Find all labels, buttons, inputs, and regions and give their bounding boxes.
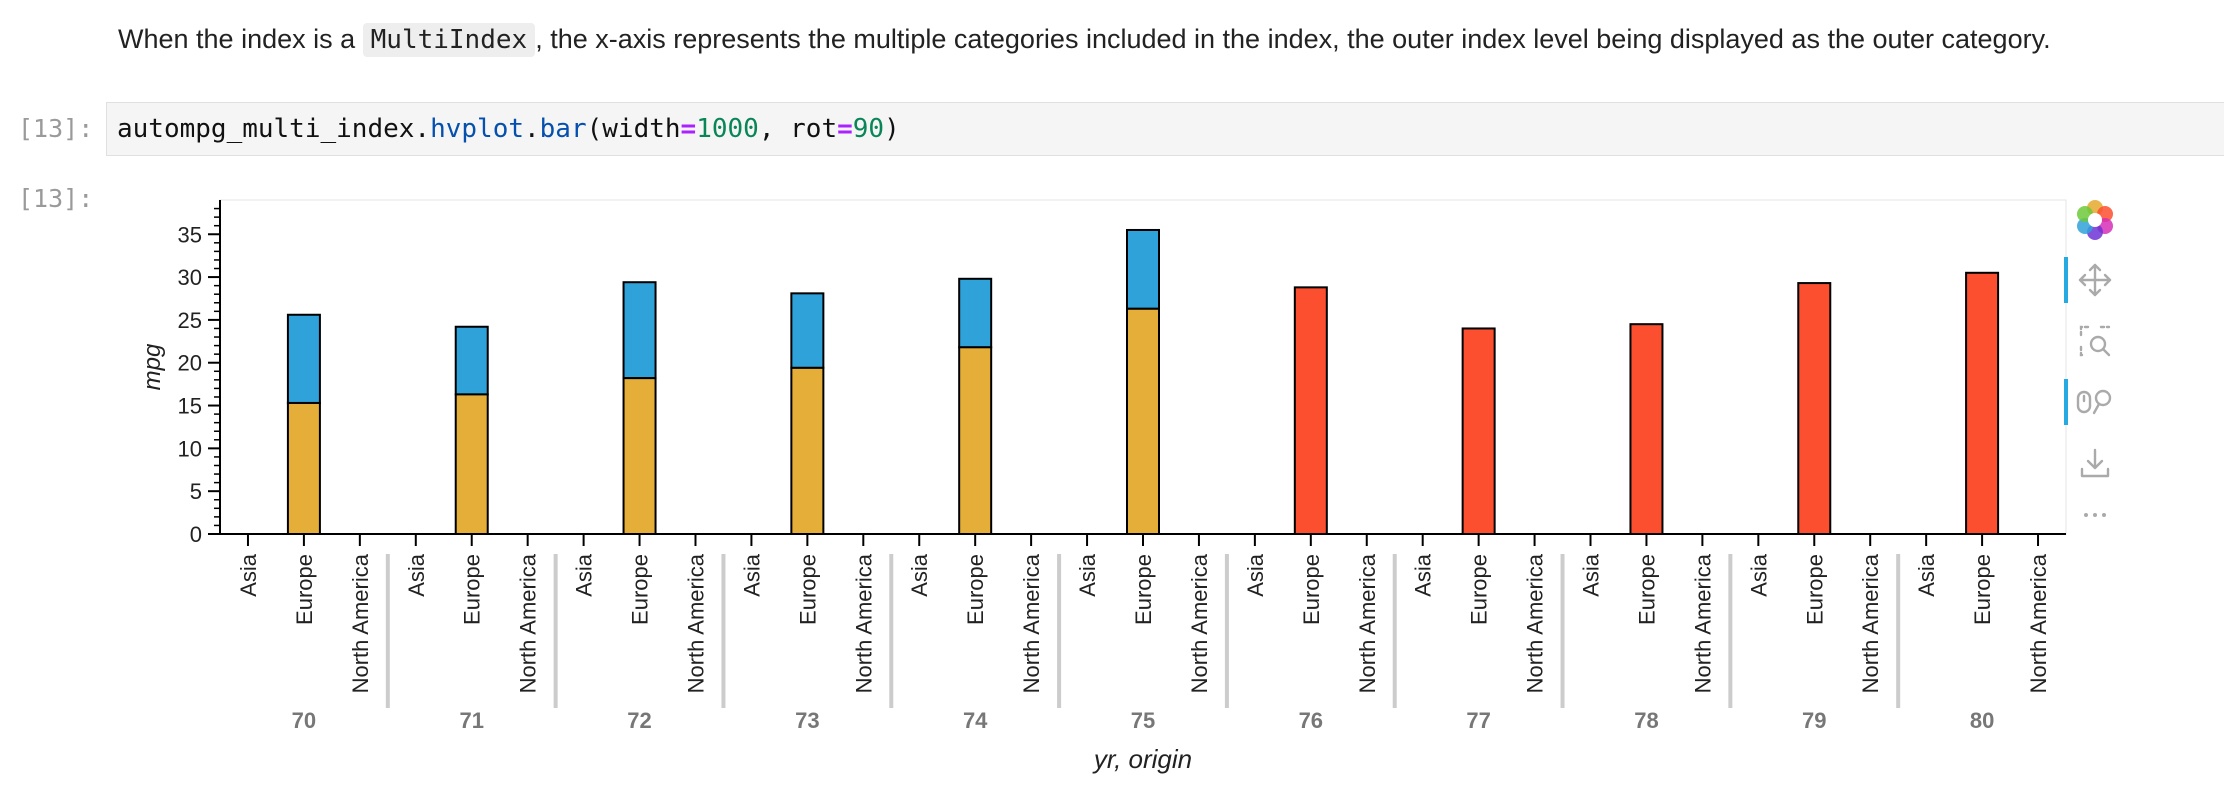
x-tick-label: Europe [1970,554,1995,625]
x-tick-label: Asia [1746,553,1771,597]
bar[interactable] [1629,323,1664,535]
x-tick-label: North America [851,553,876,693]
x-tick-label: Asia [572,553,597,597]
code-token: hvplot [430,114,524,144]
x-tick-label: North America [1858,553,1883,693]
bar-segment[interactable] [454,325,489,396]
x-tick-label: Europe [628,554,653,625]
x-tick-label: Asia [404,553,429,597]
code-token: 90 [852,114,885,144]
x-tick-label: Europe [1299,554,1324,625]
code-token: . [414,114,431,144]
y-tick-label: 10 [178,436,202,461]
multiindex-code: MultiIndex [362,23,536,57]
x-tick-label: Asia [1411,553,1436,597]
x-group-label: 75 [1131,708,1155,733]
y-axis-label: mpg [139,343,166,390]
x-tick-label: Europe [292,554,317,625]
bar-segment[interactable] [454,393,489,535]
bar[interactable] [1965,271,2000,535]
y-tick-label: 5 [190,479,202,504]
x-tick-label: North America [516,553,541,693]
bar[interactable] [1797,282,1832,536]
x-tick-label: Asia [1243,553,1268,597]
bar-segment[interactable] [622,377,657,535]
code-token: autompg_multi_index [117,114,415,144]
markdown-text-after: , the x-axis represents the multiple cat… [535,24,2051,54]
x-tick-label: North America [1355,553,1380,693]
x-tick-label: Europe [1634,554,1659,625]
x-tick-label: Asia [1914,553,1939,597]
code-token: = [680,114,697,144]
x-group-label: 72 [627,708,651,733]
code-token: bar [539,114,587,144]
x-tick-label: Europe [963,554,988,625]
bar-segment[interactable] [1126,228,1160,310]
box-zoom-icon[interactable] [2070,316,2120,366]
x-tick-label: North America [683,553,708,693]
code-token: ) [884,114,900,144]
x-group-label: 74 [963,708,988,733]
x-group-label: 73 [795,708,819,733]
x-tick-label: Asia [236,553,261,597]
y-tick-label: 35 [178,222,202,247]
bar-segment[interactable] [958,277,993,349]
x-tick-label: Europe [460,554,485,625]
x-axis-label: yr, origin [1092,744,1192,774]
x-group-label: 79 [1802,708,1826,733]
bar-segment[interactable] [286,401,321,535]
code-token: , rot [758,114,838,144]
y-tick-label: 20 [178,351,202,376]
bar-segment[interactable] [1126,307,1160,535]
plot-toolbar [2064,190,2128,530]
x-group-label: 80 [1970,708,1994,733]
bar[interactable] [1293,286,1328,535]
code-text[interactable]: autompg_multi_index.hvplot.bar(width=100… [117,114,900,144]
bokeh-logo-icon[interactable] [2070,195,2120,245]
x-tick-label: Europe [1131,554,1156,625]
x-tick-label: North America [348,553,373,693]
x-tick-label: Asia [739,553,764,597]
bar[interactable] [1461,327,1496,536]
bar-segment[interactable] [622,281,657,380]
x-tick-label: Europe [1802,554,1827,625]
x-group-label: 71 [459,708,483,733]
output-prompt: [13]: [18,184,94,213]
markdown-text: When the index is a MultiIndex, the x-ax… [118,23,2051,57]
more-icon[interactable] [2070,490,2120,540]
x-tick-label: North America [1187,553,1212,693]
x-tick-label: North America [1690,553,1715,693]
y-tick-label: 15 [178,394,202,419]
x-tick-label: Europe [795,554,820,625]
bar-segment[interactable] [286,313,321,404]
x-tick-label: Asia [1075,553,1100,597]
x-tick-label: North America [2026,553,2051,693]
x-group-label: 77 [1466,708,1490,733]
y-tick-label: 25 [178,308,202,333]
x-group-label: 78 [1634,708,1658,733]
wheel-zoom-icon[interactable] [2064,377,2120,427]
x-tick-label: North America [1523,553,1548,693]
code-token: 1000 [696,114,759,144]
bar-segment[interactable] [790,366,825,535]
x-tick-label: Asia [907,553,932,597]
bar-segment[interactable] [958,346,993,535]
bar-segment[interactable] [790,292,825,369]
code-cell[interactable]: autompg_multi_index.hvplot.bar(width=100… [106,102,2224,156]
y-tick-label: 0 [190,522,202,547]
save-icon[interactable] [2070,438,2120,488]
x-group-label: 76 [1299,708,1323,733]
x-group-label: 70 [292,708,316,733]
x-tick-label: Asia [1579,553,1604,597]
code-token: = [837,114,853,144]
code-token: (width [586,114,681,144]
markdown-text-before: When the index is a [118,24,363,54]
x-tick-label: Europe [1467,554,1492,625]
input-prompt: [13]: [18,114,94,143]
x-tick-label: North America [1019,553,1044,693]
pan-icon[interactable] [2064,255,2120,305]
y-tick-label: 30 [178,265,202,290]
code-token: . [524,114,540,144]
